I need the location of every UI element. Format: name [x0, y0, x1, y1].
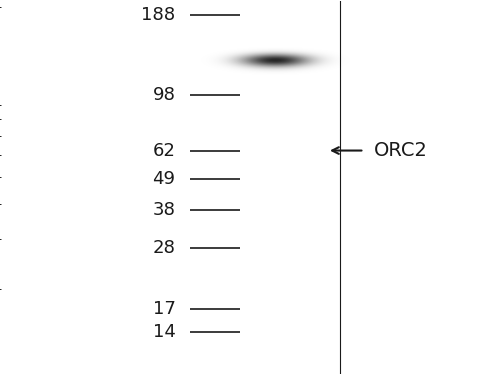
Text: ORC2: ORC2	[374, 141, 428, 160]
Text: 28: 28	[152, 239, 176, 257]
Text: 188: 188	[142, 6, 176, 24]
Text: 17: 17	[152, 300, 176, 318]
Text: 49: 49	[152, 170, 176, 188]
Text: 62: 62	[152, 141, 176, 159]
Text: 38: 38	[152, 201, 176, 219]
Text: 98: 98	[152, 86, 176, 104]
Text: 14: 14	[152, 324, 176, 342]
